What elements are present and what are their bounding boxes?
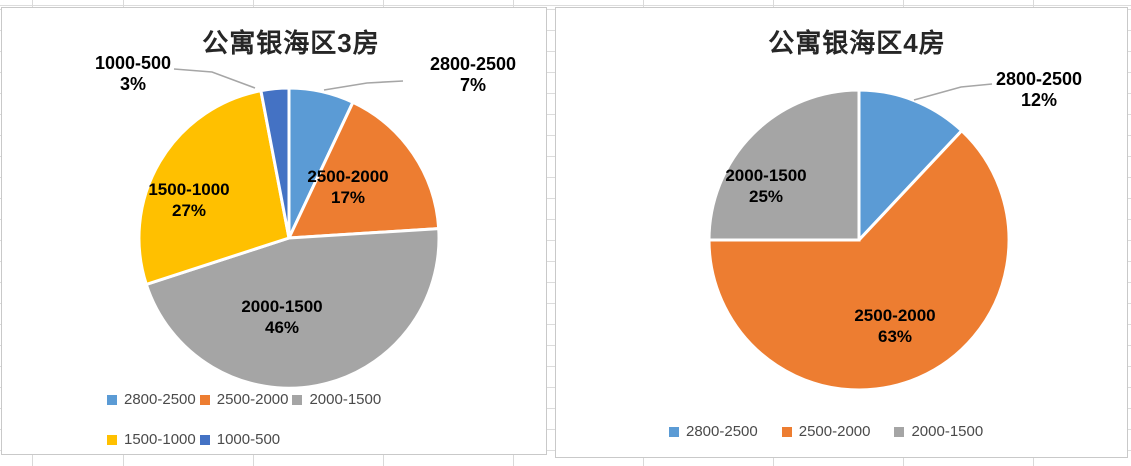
legend-swatch-icon bbox=[669, 426, 679, 437]
data-label-category: 2000-1500 bbox=[725, 166, 807, 185]
pie-slice-2500-2000[interactable] bbox=[286, 100, 441, 240]
data-label-percent: 17% bbox=[330, 188, 366, 207]
leader-line bbox=[173, 68, 256, 89]
legend-label: 2000-1500 bbox=[911, 423, 984, 440]
data-label-percent: 46% bbox=[264, 318, 300, 337]
legend-row: 2800-2500 2500-2000 2000-1500 bbox=[669, 423, 983, 440]
data-label-percent: 25% bbox=[748, 187, 784, 206]
data-label-percent: 7% bbox=[459, 75, 486, 95]
legend-swatch-icon bbox=[292, 394, 303, 405]
pie-slice-1000-500[interactable] bbox=[259, 86, 291, 239]
legend-label: 1000-500 bbox=[216, 431, 281, 448]
legend-label: 2000-1500 bbox=[309, 391, 382, 408]
data-label-2500-2000: 2500-2000 63% bbox=[854, 305, 935, 347]
legend-swatch-icon bbox=[894, 426, 905, 437]
chart-title-3rooms: 公寓银海区3房 bbox=[202, 28, 380, 58]
legend-label: 2500-2000 bbox=[216, 391, 289, 408]
data-label-1500-1000: 1500-1000 27% bbox=[148, 179, 229, 221]
data-label-category: 2500-2000 bbox=[854, 306, 936, 325]
legend-swatch-icon bbox=[781, 426, 792, 437]
chart-panel-3rooms[interactable]: 公寓银海区3房 2500-2000 17% 2000-1500 46% 1500-100… bbox=[1, 7, 547, 455]
legend-item-1500-1000[interactable]: 1500-1000 bbox=[107, 431, 196, 448]
pie-slice-2500-2000[interactable] bbox=[707, 128, 1011, 392]
data-label-category: 1000-500 bbox=[94, 53, 172, 73]
pie-slice-2000-1500[interactable] bbox=[707, 88, 861, 242]
data-label-percent: 27% bbox=[171, 201, 207, 220]
pie-slice-2000-1500[interactable] bbox=[144, 227, 441, 390]
legend-item-2500-2000[interactable]: 2500-2000 bbox=[199, 391, 289, 408]
data-label-category: 2800-2500 bbox=[429, 54, 517, 74]
legend-label: 2800-2500 bbox=[124, 391, 196, 408]
legend-item-2800-2500[interactable]: 2800-2500 bbox=[107, 391, 196, 408]
legend-item-2500-2000[interactable]: 2500-2000 bbox=[781, 423, 871, 440]
legend-row: 2800-2500 2500-2000 2000-1500 bbox=[107, 391, 381, 408]
chart-panel-4rooms[interactable]: 公寓银海区4房 2500-2000 63% 2000-1500 25% 2800-250… bbox=[555, 7, 1128, 458]
legend-swatch-icon bbox=[107, 434, 117, 445]
legend-label: 1500-1000 bbox=[124, 431, 196, 448]
legend-item-2000-1500[interactable]: 2000-1500 bbox=[292, 391, 381, 408]
data-label-2000-1500: 2000-1500 46% bbox=[241, 296, 322, 338]
callout-label-2800-2500: 2800-2500 7% bbox=[430, 54, 516, 96]
data-label-percent: 3% bbox=[119, 74, 147, 94]
legend-item-2800-2500[interactable]: 2800-2500 bbox=[669, 423, 758, 440]
chart-title-4rooms: 公寓银海区4房 bbox=[768, 28, 946, 58]
leader-line bbox=[913, 83, 993, 101]
pie-chart-3rooms bbox=[137, 68, 441, 390]
data-label-2000-1500: 2000-1500 25% bbox=[725, 165, 806, 207]
legend-label: 2800-2500 bbox=[686, 423, 758, 440]
legend-label: 2500-2000 bbox=[798, 423, 871, 440]
leader-line bbox=[323, 80, 404, 91]
data-label-category: 2000-1500 bbox=[241, 297, 323, 316]
data-label-category: 1500-1000 bbox=[148, 180, 230, 199]
legend-swatch-icon bbox=[199, 434, 210, 445]
pie-chart-4rooms bbox=[707, 83, 1011, 392]
legend-item-2000-1500[interactable]: 2000-1500 bbox=[894, 423, 983, 440]
data-label-category: 2500-2000 bbox=[307, 167, 389, 186]
data-label-2500-2000: 2500-2000 17% bbox=[307, 166, 388, 208]
pie-slice-1500-1000[interactable] bbox=[137, 88, 291, 287]
data-label-percent: 63% bbox=[877, 327, 913, 346]
data-label-percent: 12% bbox=[1020, 90, 1058, 110]
legend-item-1000-500[interactable]: 1000-500 bbox=[199, 431, 281, 448]
callout-label-1000-500: 1000-500 3% bbox=[95, 53, 171, 95]
legend-row: 1500-1000 1000-500 bbox=[107, 431, 280, 448]
callout-label-2800-2500: 2800-2500 12% bbox=[996, 69, 1082, 111]
legend-swatch-icon bbox=[107, 394, 117, 405]
data-label-category: 2800-2500 bbox=[995, 69, 1083, 89]
legend-swatch-icon bbox=[199, 394, 210, 405]
